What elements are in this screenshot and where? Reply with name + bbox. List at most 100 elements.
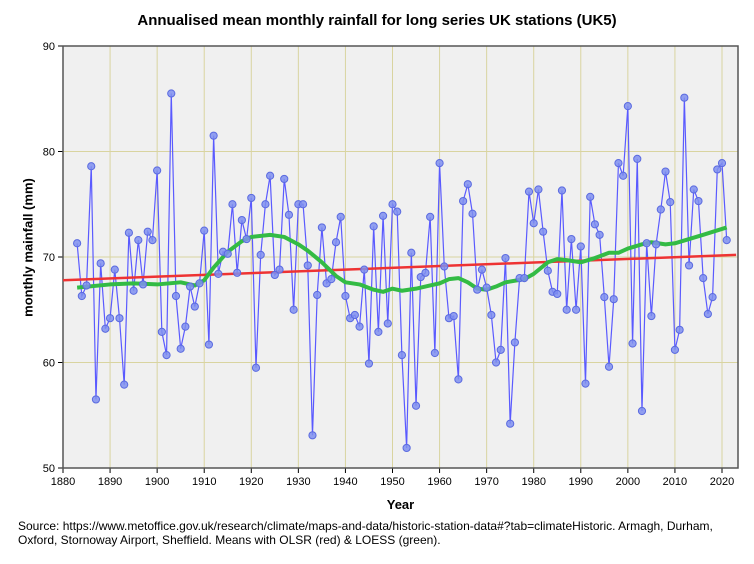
- data-point: [661, 167, 670, 176]
- data-point: [717, 159, 727, 168]
- data-point: [317, 223, 326, 232]
- x-tick-label: 1930: [286, 476, 310, 488]
- data-point: [261, 200, 270, 209]
- x-tick-label: 1940: [333, 476, 357, 488]
- x-tick-label: 2010: [663, 476, 687, 488]
- data-point: [666, 198, 675, 207]
- data-point: [360, 265, 369, 274]
- data-point: [524, 187, 534, 196]
- data-point: [506, 419, 515, 428]
- data-point: [407, 248, 416, 257]
- data-point: [642, 239, 651, 248]
- data-point: [247, 193, 256, 203]
- data-point: [167, 89, 176, 98]
- data-point: [157, 327, 166, 337]
- data-point: [534, 185, 543, 194]
- data-point: [242, 234, 251, 244]
- data-point: [430, 348, 439, 358]
- data-point: [567, 234, 576, 244]
- y-tick-label: 70: [43, 252, 55, 264]
- data-point: [374, 327, 383, 337]
- data-point: [237, 215, 246, 225]
- data-point: [129, 286, 138, 295]
- y-tick-label: 50: [43, 463, 55, 475]
- data-point: [327, 275, 336, 284]
- data-point: [571, 305, 581, 314]
- data-point: [388, 200, 397, 209]
- data-point: [477, 265, 487, 274]
- data-point: [209, 131, 218, 140]
- data-point: [543, 266, 552, 275]
- data-point: [115, 314, 124, 323]
- data-point: [364, 359, 374, 368]
- data-point: [463, 180, 472, 189]
- data-point: [491, 358, 501, 367]
- x-axis-label: Year: [386, 497, 415, 512]
- plot-frame: [62, 45, 739, 469]
- data-point: [341, 291, 350, 301]
- data-point: [421, 268, 430, 277]
- data-point: [520, 274, 529, 283]
- data-point: [595, 230, 604, 239]
- data-point: [214, 269, 223, 278]
- data-point: [256, 250, 265, 259]
- data-point: [619, 171, 628, 180]
- data-point: [694, 196, 703, 206]
- data-point: [581, 379, 590, 388]
- data-point: [482, 283, 491, 292]
- source-note: Source: https://www.metoffice.gov.uk/res…: [18, 519, 713, 547]
- data-point: [397, 351, 407, 360]
- data-point: [440, 262, 449, 271]
- x-tick-label: 1900: [145, 476, 169, 488]
- data-point: [510, 338, 519, 347]
- data-point: [647, 311, 656, 321]
- data-point: [336, 212, 345, 222]
- data-point: [426, 212, 435, 222]
- data-point: [96, 259, 105, 268]
- data-point: [251, 363, 261, 372]
- data-point: [680, 93, 689, 102]
- data-point: [369, 222, 378, 231]
- y-axis-label: monthly mainfall (mm): [20, 178, 36, 317]
- data-point: [586, 192, 595, 201]
- data-point: [557, 186, 567, 195]
- data-point: [190, 302, 199, 311]
- data-point: [162, 351, 171, 360]
- data-point: [233, 268, 242, 277]
- data-point: [266, 171, 275, 180]
- olsr-trend-line: [62, 253, 737, 282]
- data-point: [656, 205, 665, 214]
- data-point: [200, 226, 209, 235]
- data-point: [713, 165, 722, 174]
- y-tick-label: 60: [43, 358, 55, 370]
- data-point: [350, 310, 359, 320]
- data-point: [185, 282, 195, 291]
- data-point: [703, 309, 712, 319]
- data-point: [82, 281, 91, 290]
- data-point: [355, 322, 364, 331]
- x-tick-label: 1920: [239, 476, 263, 488]
- data-point: [501, 253, 510, 263]
- data-point: [138, 280, 148, 289]
- data-point: [313, 290, 322, 300]
- data-point: [280, 174, 289, 184]
- data-point: [590, 220, 600, 229]
- data-point: [153, 166, 162, 175]
- data-point: [454, 375, 463, 384]
- data-point: [614, 159, 623, 168]
- data-point: [148, 236, 157, 245]
- data-point: [143, 227, 152, 236]
- data-point: [77, 291, 86, 301]
- data-point: [101, 324, 110, 333]
- data-point: [134, 236, 143, 245]
- data-point: [623, 102, 632, 111]
- data-point: [91, 395, 101, 404]
- y-tick-label: 80: [43, 147, 55, 159]
- data-point: [708, 292, 717, 302]
- data-point: [124, 228, 133, 237]
- data-point: [689, 185, 698, 194]
- data-point: [468, 209, 477, 218]
- data-point: [105, 314, 115, 323]
- data-point: [275, 265, 284, 274]
